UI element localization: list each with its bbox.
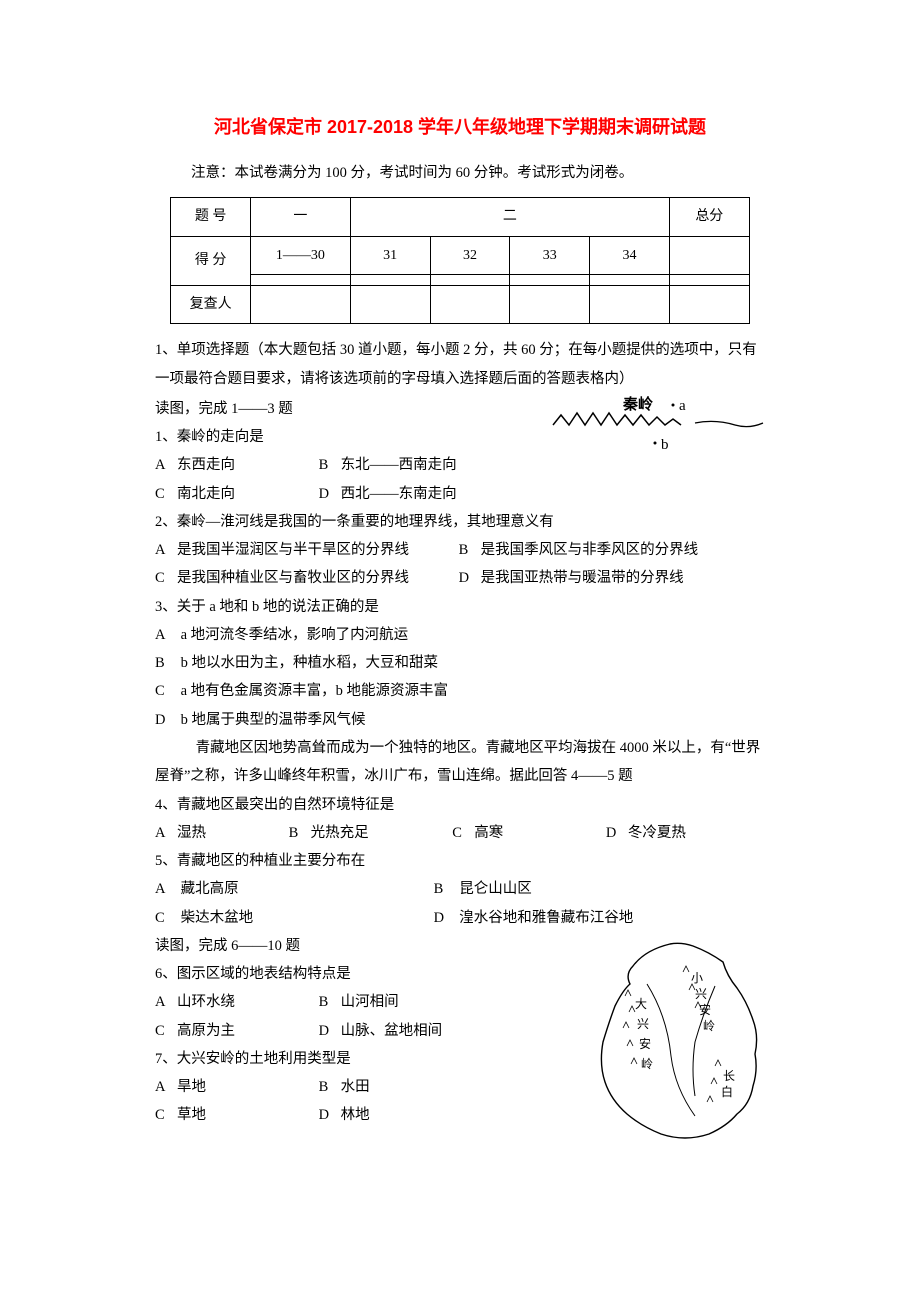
fig2-m2: 兴	[637, 1017, 649, 1031]
q3-B-row: B b 地以水田为主，种植水稻，大豆和甜菜	[155, 649, 765, 677]
cell-blank	[669, 285, 749, 323]
q3-D: b 地属于典型的温带季风气候	[181, 712, 366, 728]
q2-C: 是我国种植业区与畜牧业区的分界线	[177, 570, 409, 586]
q3-B: b 地以水田为主，种植水稻，大豆和甜菜	[181, 655, 438, 671]
q1-A: 东西走向	[177, 457, 235, 473]
q5-A: 藏北高原	[181, 881, 239, 897]
q4-B: 光热充足	[311, 825, 369, 841]
q4-A: 湿热	[177, 825, 206, 841]
cell-q33: 33	[510, 236, 590, 274]
q5-opts-row2: C 柴达木盆地 D 湟水谷地和雅鲁藏布江谷地	[155, 904, 765, 932]
cell-blank	[430, 274, 510, 285]
cell-blank	[350, 285, 430, 323]
fig2-m3: 安	[639, 1036, 651, 1051]
fig2-m1: 大	[635, 997, 647, 1011]
fig2-s1: 小	[691, 971, 703, 985]
fig1-label-a: a	[679, 398, 686, 414]
q5-C: 柴达木盆地	[181, 910, 254, 926]
figure-qinling: 秦岭 a b	[505, 395, 765, 473]
exam-notice: 注意：本试卷满分为 100 分，考试时间为 60 分钟。考试形式为闭卷。	[155, 159, 765, 187]
q2-A: 是我国半湿润区与半干旱区的分界线	[177, 542, 409, 558]
q7-B: 水田	[341, 1079, 370, 1095]
cell-q34: 34	[590, 236, 670, 274]
q6-A: 山环水绕	[177, 994, 235, 1010]
cell-total-value	[669, 236, 749, 274]
table-row: 复查人	[171, 285, 750, 323]
q5-D: 湟水谷地和雅鲁藏布江谷地	[459, 910, 633, 926]
cell-blank	[510, 274, 590, 285]
cell-blank	[510, 285, 590, 323]
q2-stem: 2、秦岭—淮河线是我国的一条重要的地理界线，其地理意义有	[155, 508, 765, 536]
q3-A: a 地河流冬季结冰，影响了内河航运	[181, 627, 409, 643]
q3-A-row: A a 地河流冬季结冰，影响了内河航运	[155, 621, 765, 649]
table-row: 得 分 1——30 31 32 33 34	[171, 236, 750, 274]
fig2-s4: 岭	[703, 1019, 715, 1033]
cell-score-label: 得 分	[171, 236, 251, 285]
q2-opts-row2: C是我国种植业区与畜牧业区的分界线 D是我国亚热带与暖温带的分界线	[155, 564, 765, 592]
q4-opts: A湿热 B光热充足 C高寒 D冬冷夏热	[155, 819, 765, 847]
q4-D: 冬冷夏热	[628, 825, 686, 841]
fig2-m4: 岭	[641, 1057, 653, 1071]
fig2-w1: 白	[721, 1084, 733, 1099]
cell-part1: 一	[251, 198, 351, 236]
q5-opts-row1: A 藏北高原 B 昆仑山山区	[155, 875, 765, 903]
northeast-svg: 大 兴 安 岭 小 兴 安 岭 长 白	[575, 936, 765, 1146]
fig1-label-b: b	[661, 437, 669, 453]
q5-B: 昆仑山山区	[459, 881, 532, 897]
cell-q32: 32	[430, 236, 510, 274]
q3-C: a 地有色金属资源丰富，b 地能源资源丰富	[181, 683, 448, 699]
q3-D-row: D b 地属于典型的温带季风气候	[155, 706, 765, 734]
figure-northeast: 大 兴 安 岭 小 兴 安 岭 长 白	[575, 936, 765, 1156]
exam-title: 河北省保定市 2017-2018 学年八年级地理下学期期末调研试题	[155, 110, 765, 145]
cell-total: 总分	[669, 198, 749, 236]
q7-C: 草地	[177, 1107, 206, 1123]
fig2-s2: 兴	[695, 987, 707, 1001]
cell-q31: 31	[350, 236, 430, 274]
fig2-w2: 长	[723, 1069, 735, 1083]
qinling-svg: 秦岭 a b	[505, 395, 765, 463]
table-row	[171, 274, 750, 285]
section1-intro: 1、单项选择题（本大题包括 30 道小题，每小题 2 分，共 60 分；在每小题…	[155, 336, 765, 393]
table-row: 题 号 一 二 总分	[171, 198, 750, 236]
q3-C-row: C a 地有色金属资源丰富，b 地能源资源丰富	[155, 677, 765, 705]
q2-B: 是我国季风区与非季风区的分界线	[481, 542, 699, 558]
cell-range: 1——30	[251, 236, 351, 274]
q2-D: 是我国亚热带与暖温带的分界线	[481, 570, 684, 586]
q1-C: 南北走向	[177, 486, 235, 502]
cell-blank	[669, 274, 749, 285]
q6-D: 山脉、盆地相间	[341, 1023, 443, 1039]
q7-D: 林地	[341, 1107, 370, 1123]
q4-C: 高寒	[474, 825, 503, 841]
q1-B: 东北——西南走向	[341, 457, 457, 473]
cell-blank	[350, 274, 430, 285]
fig1-label-main: 秦岭	[622, 395, 653, 413]
cell-part2: 二	[350, 198, 669, 236]
q6-B: 山河相间	[341, 994, 399, 1010]
q2-opts-row1: A是我国半湿润区与半干旱区的分界线 B是我国季风区与非季风区的分界线	[155, 536, 765, 564]
cell-section-label: 题 号	[171, 198, 251, 236]
cell-blank	[590, 285, 670, 323]
q1-opts-row2: C南北走向 D西北——东南走向	[155, 480, 765, 508]
q5-stem: 5、青藏地区的种植业主要分布在	[155, 847, 765, 875]
q1-D: 西北——东南走向	[341, 486, 457, 502]
cell-blank	[590, 274, 670, 285]
q6-C: 高原为主	[177, 1023, 235, 1039]
q7-A: 旱地	[177, 1079, 206, 1095]
passage-qinghai: 青藏地区因地势高耸而成为一个独特的地区。青藏地区平均海拔在 4000 米以上，有…	[155, 734, 765, 791]
cell-blank	[251, 285, 351, 323]
score-table: 题 号 一 二 总分 得 分 1——30 31 32 33 34 复查人	[170, 197, 750, 324]
cell-blank	[251, 274, 351, 285]
q4-stem: 4、青藏地区最突出的自然环境特征是	[155, 791, 765, 819]
fig2-s3: 安	[699, 1002, 711, 1017]
cell-blank	[430, 285, 510, 323]
q3-stem: 3、关于 a 地和 b 地的说法正确的是	[155, 593, 765, 621]
cell-reviewer-label: 复查人	[171, 285, 251, 323]
